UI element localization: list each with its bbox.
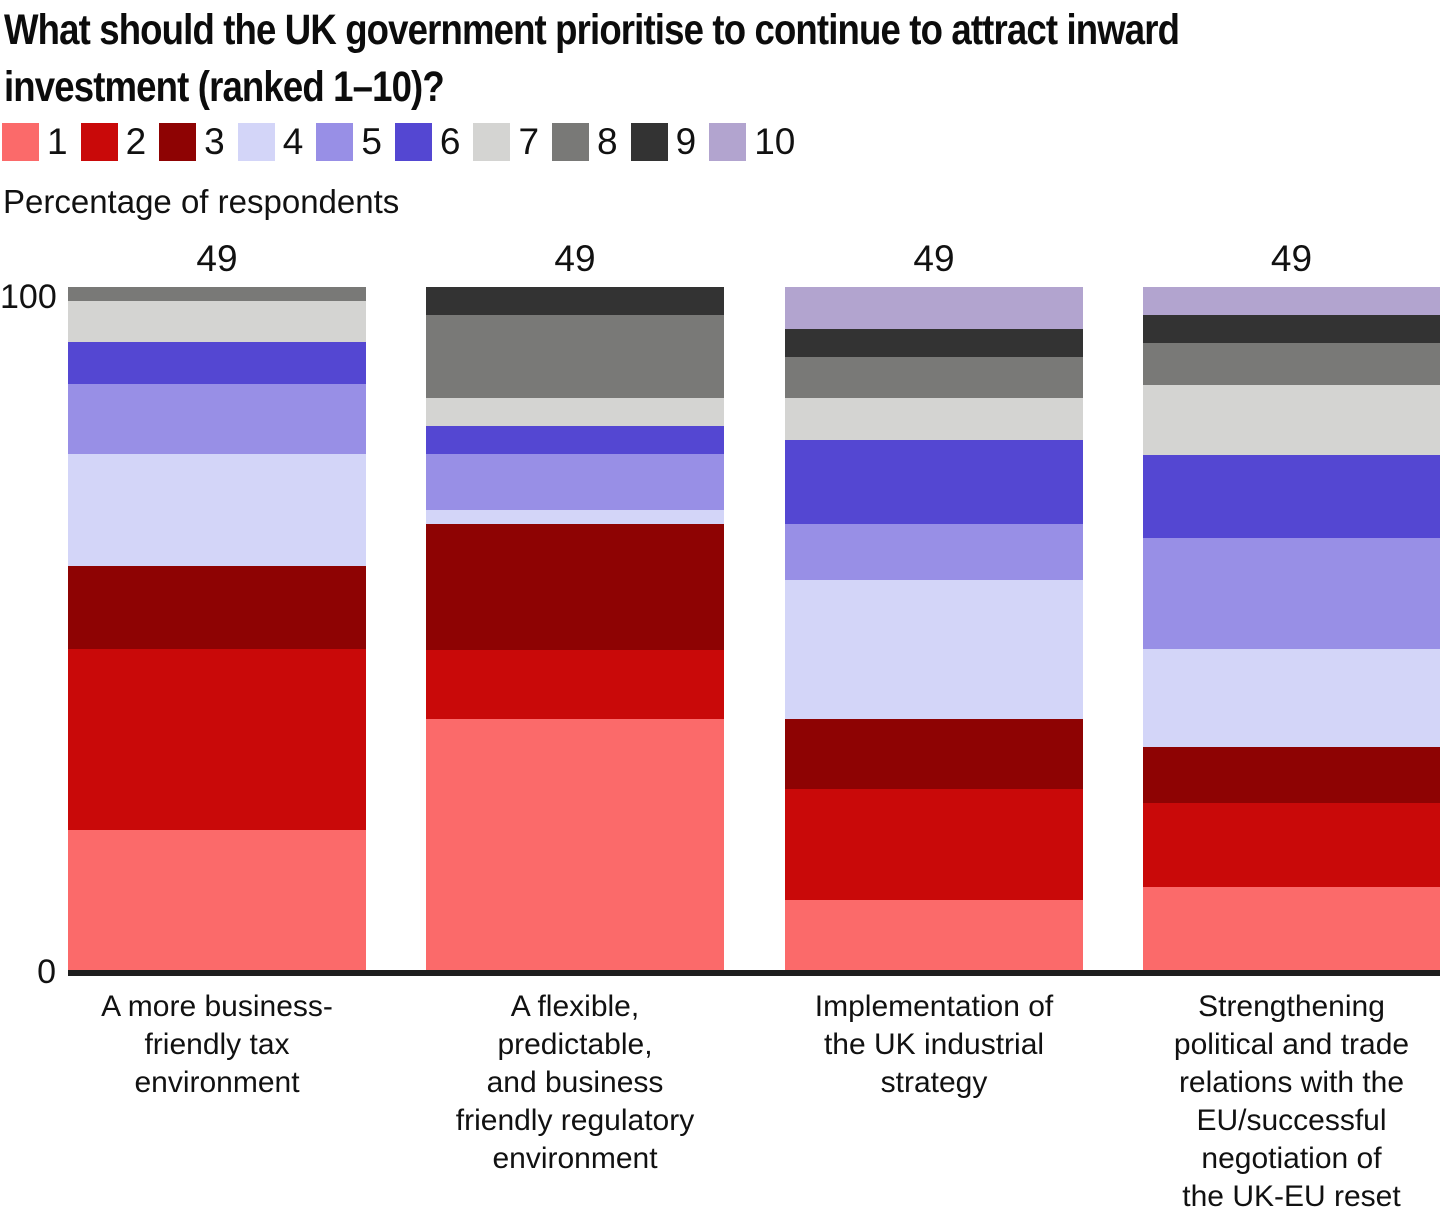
legend-swatch-icon-rank-4 [237, 123, 275, 161]
chart-title: What should the UK government prioritise… [4, 6, 1180, 111]
bar-3-segment-rank-3 [785, 719, 1083, 789]
legend-label-rank-10: 10 [754, 121, 796, 162]
y-tick-100: 100 [0, 278, 57, 316]
stacked-bar-4 [1143, 287, 1440, 970]
legend-label-rank-4: 4 [282, 121, 304, 162]
bar-3-segment-rank-4 [785, 579, 1083, 720]
bar-3-segment-rank-6 [785, 440, 1083, 524]
legend-label-rank-8: 8 [597, 121, 618, 162]
bar-1-segment-rank-8 [68, 287, 366, 301]
bar-3-segment-rank-8 [785, 356, 1083, 399]
bar-1-segment-rank-2 [68, 649, 366, 831]
stacked-bar-3 [785, 287, 1083, 970]
legend-item-rank-10: 10 [709, 121, 795, 163]
bar-4-segment-rank-10 [1143, 287, 1440, 316]
bar-3-segment-rank-9 [785, 328, 1083, 357]
bar-2-segment-rank-2 [426, 649, 724, 720]
legend: 1 2 3 4 5 6 7 8 9 10 [2, 121, 808, 163]
legend-label-rank-2: 2 [125, 121, 147, 162]
bar-2-segment-rank-5 [426, 454, 724, 511]
bar-4-segment-rank-8 [1143, 343, 1440, 385]
legend-item-rank-6: 6 [394, 121, 461, 163]
bar-1-segment-rank-4 [68, 454, 366, 566]
category-label-3: Implementation of the UK industrial stra… [814, 990, 1054, 1099]
bar-3-segment-rank-2 [785, 788, 1083, 901]
bar-3-segment-rank-5 [785, 523, 1083, 580]
bar-1-segment-rank-6 [68, 342, 366, 385]
legend-swatch-icon-rank-2 [80, 123, 118, 161]
bar-2-segment-rank-6 [426, 426, 724, 455]
y-tick-0: 0 [37, 953, 56, 991]
bar-4-segment-rank-9 [1143, 315, 1440, 344]
bar-1-segment-rank-1 [68, 830, 366, 970]
category-label-1: A more business- friendly tax environmen… [101, 990, 333, 1099]
bar-4-segment-rank-2 [1143, 803, 1440, 887]
x-axis-line [68, 970, 1440, 976]
legend-item-rank-2: 2 [80, 121, 147, 163]
legend-label-rank-9: 9 [675, 121, 697, 162]
legend-label-rank-3: 3 [204, 121, 225, 162]
bar-4-segment-rank-5 [1143, 537, 1440, 650]
legend-swatch-icon-rank-5 [316, 123, 354, 161]
legend-item-rank-1: 1 [2, 121, 68, 163]
legend-label-rank-5: 5 [361, 121, 382, 162]
stacked-bar-2 [426, 287, 724, 970]
bar-total-label-2: 49 [554, 238, 596, 279]
legend-swatch-icon-rank-1 [2, 123, 39, 161]
y-axis-title: Percentage of respondents [3, 183, 400, 220]
bar-2-segment-rank-8 [426, 315, 724, 399]
bar-total-label-1: 49 [196, 238, 238, 279]
legend-item-rank-4: 4 [237, 121, 304, 163]
bar-1-segment-rank-7 [68, 300, 366, 343]
bar-3-segment-rank-1 [785, 900, 1083, 970]
bar-4-segment-rank-7 [1143, 384, 1440, 455]
legend-swatch-icon-rank-8 [552, 123, 590, 161]
bar-4-segment-rank-3 [1143, 747, 1440, 804]
bar-4-segment-rank-1 [1143, 886, 1440, 970]
bar-3-segment-rank-7 [785, 398, 1083, 441]
legend-item-rank-7: 7 [473, 121, 539, 163]
bar-1-segment-rank-3 [68, 565, 366, 650]
bar-2-segment-rank-4 [426, 510, 724, 525]
bar-3-segment-rank-10 [785, 287, 1083, 329]
legend-swatch-icon-rank-7 [473, 123, 511, 161]
legend-label-rank-1: 1 [47, 121, 68, 162]
bar-total-label-3: 49 [913, 238, 955, 279]
legend-item-rank-8: 8 [552, 121, 618, 163]
category-label-2: A flexible, predictable, and business fr… [455, 990, 695, 1175]
bar-4-segment-rank-4 [1143, 649, 1440, 748]
bar-1-segment-rank-5 [68, 384, 366, 455]
bar-2-segment-rank-9 [426, 287, 724, 316]
legend-item-rank-5: 5 [316, 121, 382, 163]
legend-label-rank-6: 6 [439, 121, 461, 162]
bar-2-segment-rank-1 [426, 719, 724, 970]
legend-swatch-icon-rank-3 [159, 123, 197, 161]
bar-2-segment-rank-7 [426, 398, 724, 427]
category-label-4: Strengthening political and trade relati… [1173, 990, 1410, 1213]
bar-2-segment-rank-3 [426, 524, 724, 650]
bar-4-segment-rank-6 [1143, 454, 1440, 538]
legend-item-rank-9: 9 [630, 121, 697, 163]
stacked-bar-1 [68, 287, 366, 970]
bar-total-label-4: 49 [1270, 238, 1313, 279]
legend-item-rank-3: 3 [159, 121, 225, 163]
legend-swatch-icon-rank-6 [394, 123, 432, 161]
legend-label-rank-7: 7 [518, 121, 540, 162]
legend-swatch-icon-rank-10 [709, 123, 747, 161]
legend-swatch-icon-rank-9 [630, 123, 668, 161]
